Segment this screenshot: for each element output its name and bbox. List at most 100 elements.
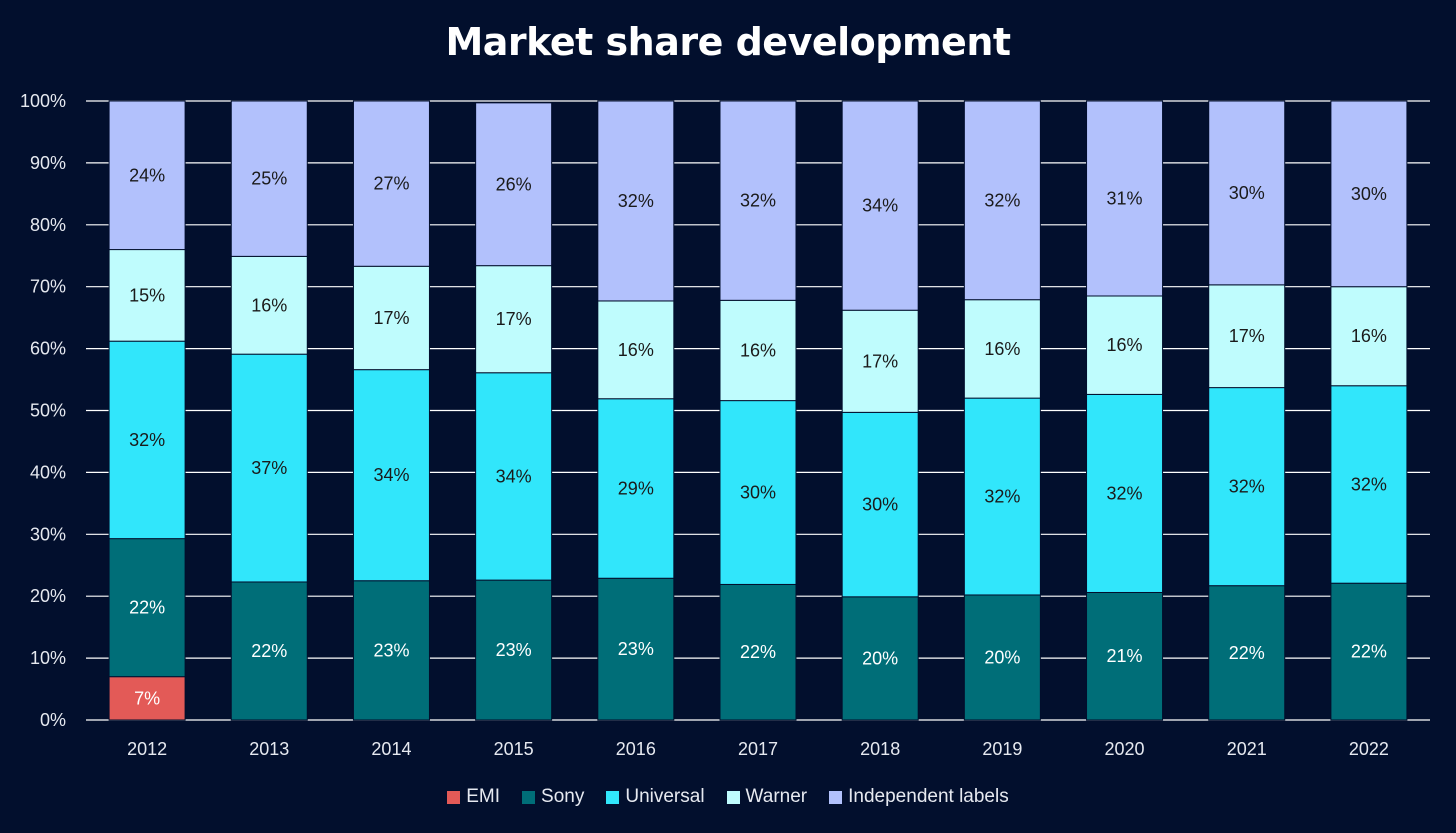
- legend-swatch: [829, 790, 843, 804]
- bar-segment: [841, 411, 919, 598]
- data-label: 16%: [1351, 326, 1387, 346]
- data-label: 34%: [496, 466, 532, 486]
- y-tick-label: 100%: [20, 91, 66, 111]
- data-label: 30%: [740, 483, 776, 503]
- x-tick-label: 2021: [1227, 739, 1267, 759]
- x-tick-label: 2017: [738, 739, 778, 759]
- data-label: 30%: [1229, 183, 1265, 203]
- data-label: 32%: [984, 487, 1020, 507]
- legend-label: Warner: [745, 786, 808, 807]
- legend-item: Sony: [522, 786, 584, 808]
- bar-segment: [963, 594, 1041, 721]
- bar-segment: [352, 100, 430, 267]
- bar-segment: [230, 255, 308, 355]
- bar-segment: [1086, 393, 1164, 593]
- bar-segment: [1330, 100, 1408, 288]
- data-label: 29%: [618, 478, 654, 498]
- data-label: 25%: [251, 169, 287, 189]
- legend-label: Independent labels: [848, 786, 1009, 807]
- x-tick-label: 2016: [616, 739, 656, 759]
- data-label: 32%: [1351, 474, 1387, 494]
- data-label: 17%: [373, 308, 409, 328]
- bar-segment: [475, 579, 553, 721]
- data-label: 22%: [1229, 643, 1265, 663]
- bar-segment: [597, 398, 675, 579]
- legend-swatch: [726, 790, 740, 804]
- data-label: 20%: [984, 647, 1020, 667]
- data-label: 7%: [134, 688, 160, 708]
- bar-segment: [352, 265, 430, 371]
- data-labels: 7% 22% 32% 15% 24% 22% 37% 16% 25% 23% 34% 17% 27% 23…: [129, 165, 1387, 708]
- x-tick-label: 2022: [1349, 739, 1389, 759]
- y-tick-label: 60%: [30, 339, 66, 359]
- bar-segment: [597, 100, 675, 302]
- bar-segment: [108, 100, 186, 251]
- bar-segment: [963, 397, 1041, 596]
- bar-segment: [475, 102, 553, 267]
- data-label: 30%: [1351, 184, 1387, 204]
- data-label: 17%: [862, 351, 898, 371]
- data-label: 23%: [618, 639, 654, 659]
- bar-segment: [841, 596, 919, 721]
- data-label: 32%: [984, 190, 1020, 210]
- bar-segment: [108, 676, 186, 721]
- legend-swatch: [606, 790, 620, 804]
- chart-title: Market share development: [445, 20, 1011, 64]
- x-tick-label: 2014: [371, 739, 411, 759]
- y-tick-label: 90%: [30, 153, 66, 173]
- legend-item: Warner: [726, 786, 808, 808]
- y-tick-label: 50%: [30, 401, 66, 421]
- bar-segment: [719, 299, 797, 402]
- data-label: 30%: [862, 495, 898, 515]
- bar-segment: [1086, 295, 1164, 395]
- x-tick-label: 2013: [249, 739, 289, 759]
- data-label: 16%: [251, 295, 287, 315]
- legend-item: EMI: [447, 786, 500, 808]
- data-label: 32%: [129, 430, 165, 450]
- bar-segment: [352, 369, 430, 582]
- bar-segment: [1208, 585, 1286, 721]
- x-tick-label: 2019: [982, 739, 1022, 759]
- data-label: 17%: [496, 309, 532, 329]
- data-label: 22%: [740, 642, 776, 662]
- legend-item: Independent labels: [829, 786, 1009, 808]
- data-label: 27%: [373, 174, 409, 194]
- data-label: 20%: [862, 648, 898, 668]
- bar-segment: [1086, 100, 1164, 297]
- bar-segment: [963, 299, 1041, 399]
- bar-segment: [108, 249, 186, 342]
- y-tick-label: 30%: [30, 524, 66, 544]
- y-tick-label: 40%: [30, 462, 66, 482]
- data-label: 26%: [496, 174, 532, 194]
- bar-segment: [1330, 385, 1408, 584]
- legend-label: EMI: [466, 786, 501, 807]
- data-label: 23%: [373, 640, 409, 660]
- bars: [108, 100, 1408, 721]
- data-label: 22%: [251, 641, 287, 661]
- legend: EMI Sony Universal Warner Independent labels: [0, 786, 1456, 808]
- data-label: 32%: [740, 191, 776, 211]
- x-tick-label: 2015: [494, 739, 534, 759]
- data-label: 16%: [1107, 335, 1143, 355]
- bar-segment: [719, 583, 797, 721]
- data-label: 34%: [373, 465, 409, 485]
- bar-segment: [230, 581, 308, 721]
- data-label: 37%: [251, 458, 287, 478]
- x-tick-label: 2012: [127, 739, 167, 759]
- x-tick-label: 2018: [860, 739, 900, 759]
- y-tick-label: 0%: [40, 710, 66, 730]
- x-tick-label: 2020: [1105, 739, 1145, 759]
- bar-segment: [963, 100, 1041, 301]
- bar-segment: [230, 100, 308, 257]
- data-label: 21%: [1107, 646, 1143, 666]
- data-label: 15%: [129, 285, 165, 305]
- data-label: 24%: [129, 165, 165, 185]
- legend-swatch: [522, 790, 536, 804]
- data-label: 17%: [1229, 326, 1265, 346]
- bar-segment: [597, 577, 675, 721]
- bar-segment: [1330, 286, 1408, 387]
- data-label: 32%: [1107, 483, 1143, 503]
- bar-segment: [1330, 582, 1408, 721]
- data-label: 16%: [618, 340, 654, 360]
